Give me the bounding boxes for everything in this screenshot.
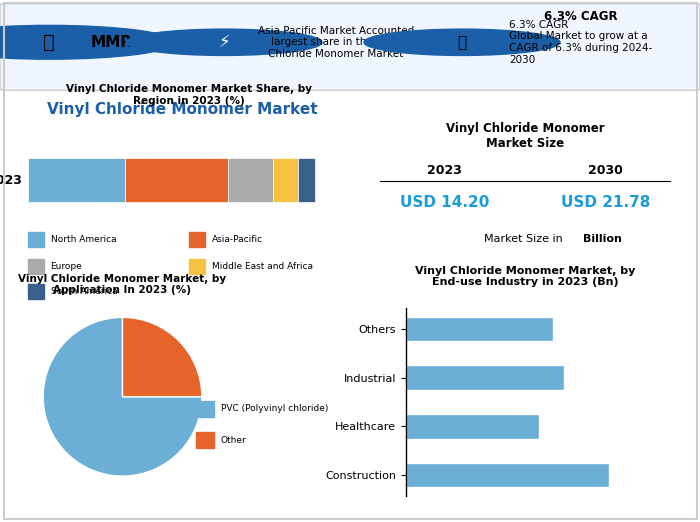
Text: Billion: Billion [583, 234, 622, 244]
Bar [189, 232, 205, 247]
Bar [228, 158, 273, 202]
Bar [406, 463, 609, 488]
Circle shape [0, 26, 175, 59]
Text: 2023: 2023 [0, 174, 22, 186]
Circle shape [126, 29, 322, 55]
Text: ⚡: ⚡ [218, 33, 230, 51]
Text: Europe: Europe [50, 262, 83, 271]
Bar [28, 259, 44, 274]
Text: Asia-Pacific: Asia-Pacific [211, 235, 262, 244]
Text: PVC (Polyvinyl chloride): PVC (Polyvinyl chloride) [220, 404, 328, 413]
Text: 6.3% CAGR
Global Market to grow at a
CAGR of 6.3% during 2024-
2030: 6.3% CAGR Global Market to grow at a CAG… [510, 20, 652, 65]
Bar [406, 365, 564, 390]
Circle shape [364, 29, 560, 55]
Bar [406, 414, 539, 438]
Bar [125, 158, 228, 202]
Bar [196, 401, 214, 417]
Text: USD 14.20: USD 14.20 [400, 195, 489, 210]
FancyBboxPatch shape [0, 4, 700, 90]
Bar [28, 232, 44, 247]
Wedge shape [43, 317, 202, 476]
Bar [273, 158, 298, 202]
Text: MMR: MMR [91, 35, 133, 50]
Bar [406, 316, 553, 341]
Text: Vinyl Chloride Monomer Market, by
End-use Industry in 2023 (Bn): Vinyl Chloride Monomer Market, by End-us… [415, 266, 635, 288]
Text: 🔥: 🔥 [457, 35, 467, 50]
Bar [196, 432, 214, 448]
Text: 2023: 2023 [427, 164, 462, 177]
Text: Middle East and Africa: Middle East and Africa [211, 262, 312, 271]
Text: USD 21.78: USD 21.78 [561, 195, 650, 210]
Text: 2030: 2030 [588, 164, 623, 177]
Bar [28, 284, 44, 299]
Bar [28, 158, 125, 202]
Text: South America: South America [50, 287, 117, 296]
Text: Asia Pacific Market Accounted
largest share in the Vinyl
Chloride Monomer Market: Asia Pacific Market Accounted largest sh… [258, 26, 414, 59]
Text: North America: North America [50, 235, 116, 244]
Text: Vinyl Chloride Monomer Market Share, by
Region in 2023 (%): Vinyl Chloride Monomer Market Share, by … [66, 84, 312, 105]
Bar [298, 158, 314, 202]
Text: 🌐: 🌐 [43, 33, 55, 52]
Text: 6.3% CAGR: 6.3% CAGR [544, 10, 618, 23]
Text: Vinyl Chloride Monomer
Market Size: Vinyl Chloride Monomer Market Size [446, 122, 604, 150]
Text: Vinyl Chloride Monomer Market, by
Application In 2023 (%): Vinyl Chloride Monomer Market, by Applic… [18, 274, 227, 295]
Wedge shape [122, 317, 202, 397]
Text: Other: Other [220, 435, 246, 445]
Bar [189, 259, 205, 274]
Text: Vinyl Chloride Monomer Market: Vinyl Chloride Monomer Market [47, 102, 317, 117]
Text: Market Size in: Market Size in [484, 234, 566, 244]
